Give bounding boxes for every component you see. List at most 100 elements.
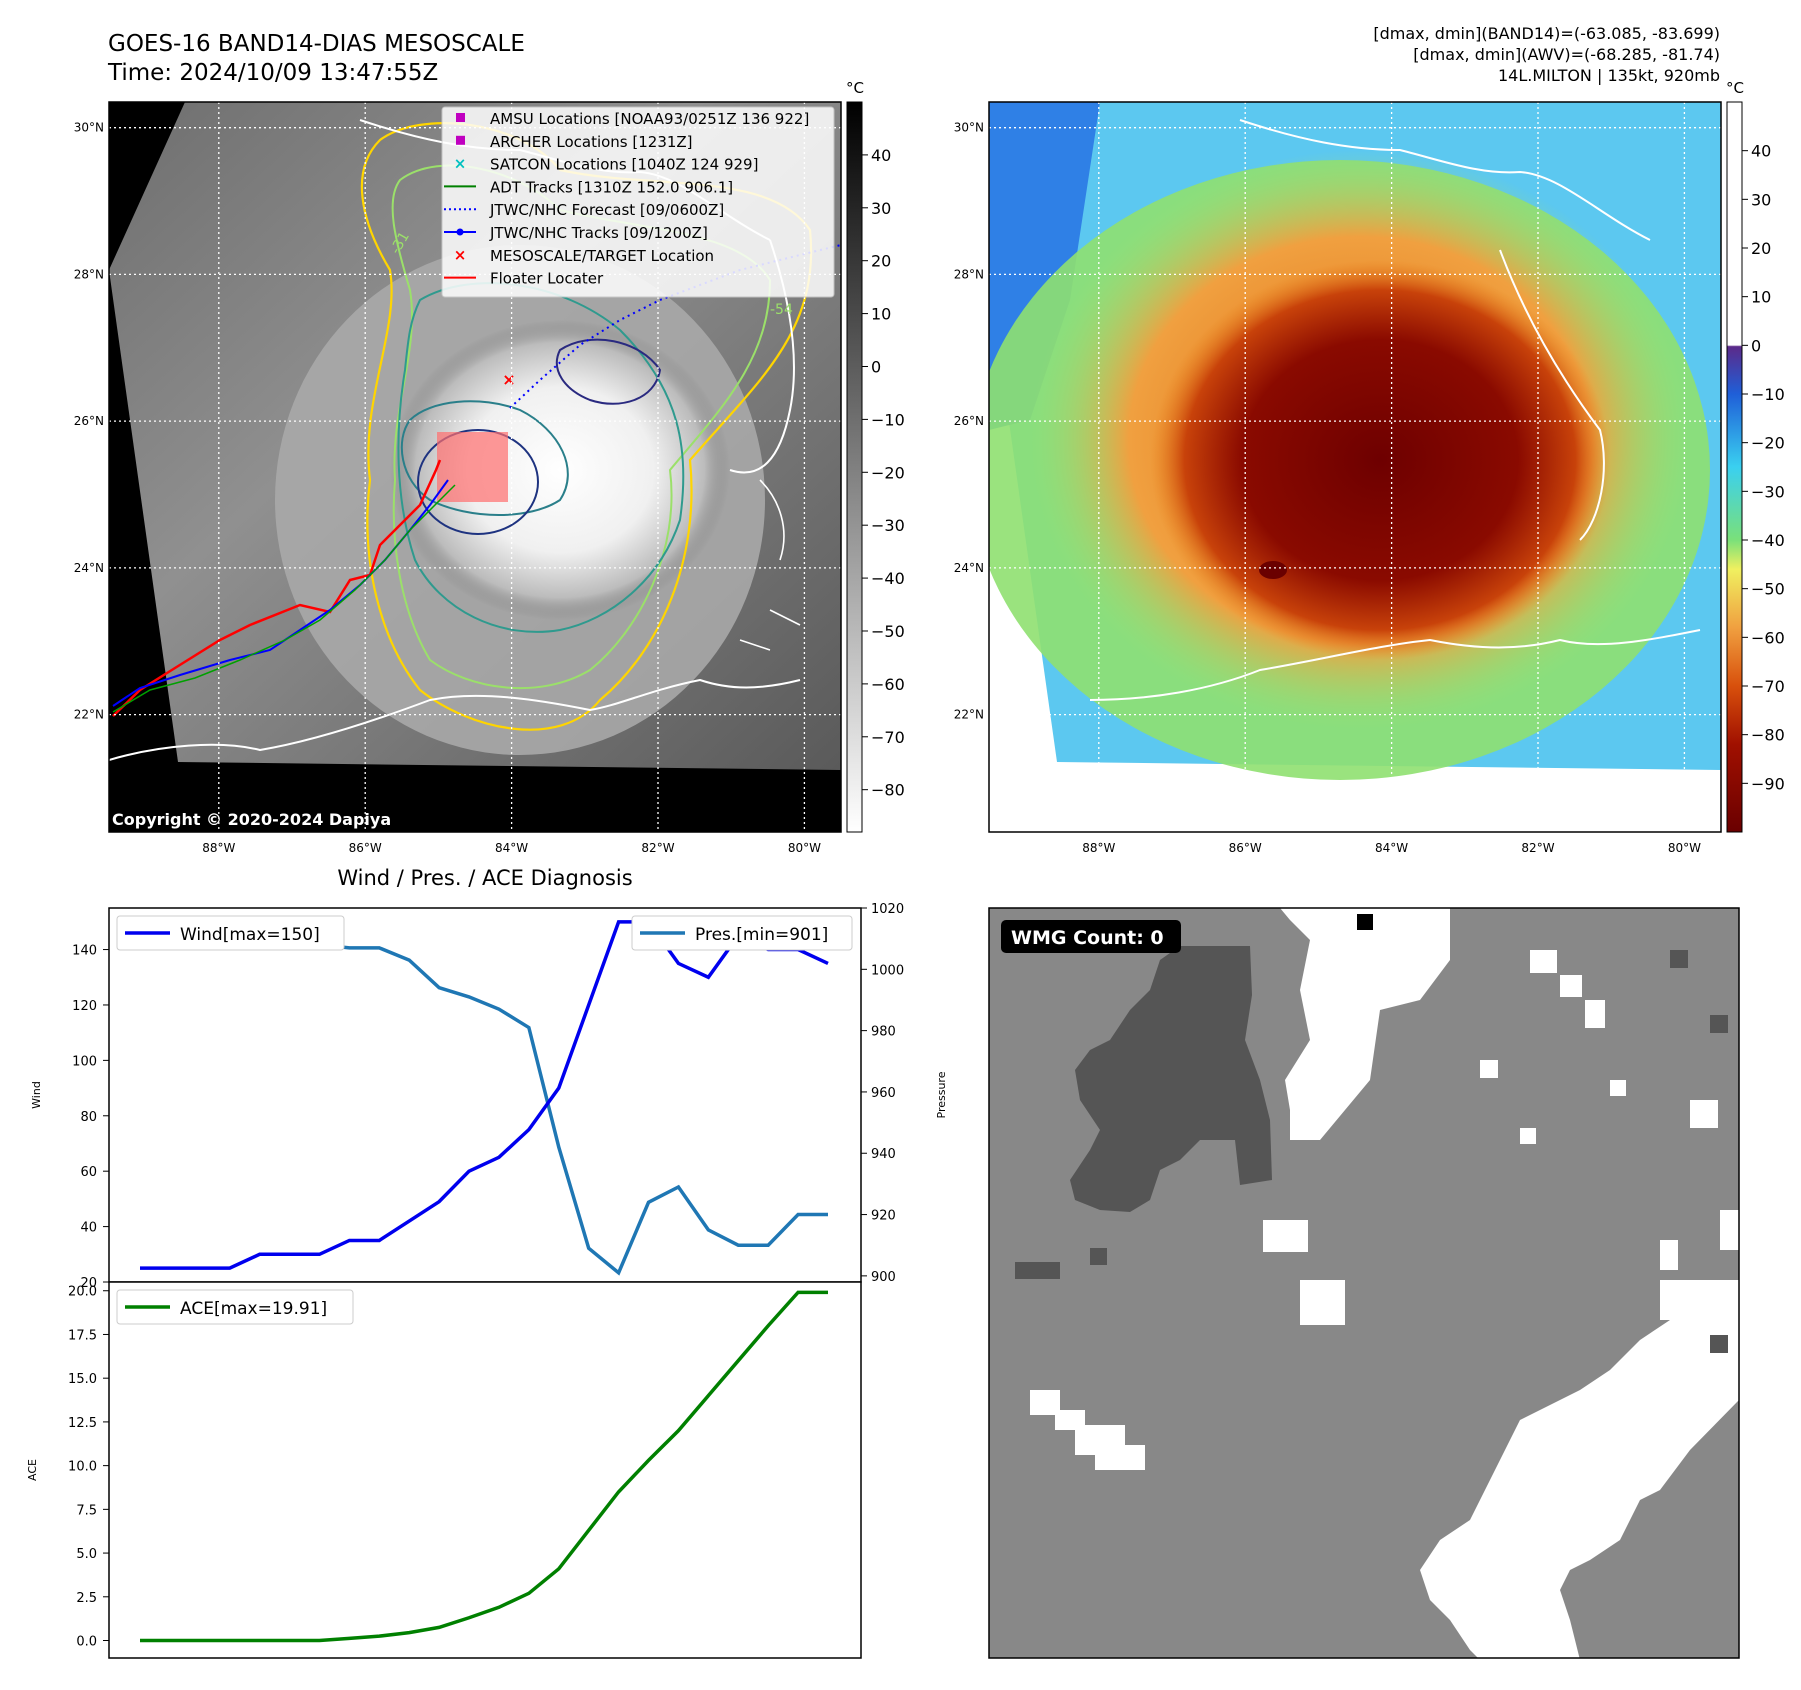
wind-legend: Wind[max=150] — [116, 915, 345, 951]
legend-entry: ADT Tracks [1310Z 152.0 906.1] — [444, 178, 733, 196]
wv-cold-core — [1150, 260, 1610, 660]
ir-map-panel: × -31 -54 88°W 86°W 84°W 82°W 80°W30°N28°N26… — [74, 101, 842, 855]
legend-box — [441, 106, 835, 298]
legend-entry: JTWC/NHC Tracks [09/1200Z] — [444, 224, 708, 242]
pressure-tick-label: 980 — [871, 1025, 896, 1040]
legend-square-marker — [456, 113, 465, 122]
navy-contour — [417, 429, 539, 535]
ir-map-frame — [108, 101, 842, 833]
ir-colorbar-tick-label: −60 — [871, 675, 905, 694]
wv-lon-tick-label: 80°W — [1668, 841, 1701, 855]
wind-axis-label: Wind — [30, 1081, 43, 1109]
legend-label: MESOSCALE/TARGET Location — [490, 247, 714, 265]
wv-lat-tick-label: 22°N — [954, 708, 984, 722]
ir-colorbar-tick-label: −70 — [871, 728, 905, 747]
wv-colorbar-tick-label: −90 — [1751, 774, 1785, 793]
figure-title-line1: GOES-16 BAND14-DIAS MESOSCALE — [108, 31, 525, 57]
ir-colorbar-tick-label: 40 — [871, 146, 891, 165]
wv-colorbar-tick-label: −30 — [1751, 482, 1785, 501]
wv-colorbar-tick-label: −40 — [1751, 531, 1785, 550]
ace-legend-box — [116, 1289, 354, 1325]
wind-tick-label: 40 — [80, 1221, 97, 1236]
pressure-tick-label: 1000 — [871, 963, 904, 978]
ace-tick-label: 17.5 — [68, 1328, 97, 1343]
wv-colorbar-tick-label: −80 — [1751, 726, 1785, 745]
ir-colorbar-tick-label: −80 — [871, 781, 905, 800]
ir-colorbar-unit: °C — [846, 79, 864, 97]
wv-colorbar: °C 40 30 20 10 0 −10 −20 −30 −40 −50 −60 −70 −80 −90 — [1726, 79, 1785, 833]
ir-lon-tick-label: 84°W — [495, 841, 528, 855]
wv-colorbar-tick-label: 20 — [1751, 239, 1771, 258]
wind-legend-label: Wind[max=150] — [180, 925, 320, 945]
copyright-label: Copyright © 2020-2024 Dapiya — [112, 810, 391, 829]
wv-colorbar-tick-label: −20 — [1751, 434, 1785, 453]
contour-label-2: -54 — [770, 302, 793, 318]
florida-coastline-wv — [1239, 119, 1651, 541]
ir-colorbar-tick-label: 10 — [871, 305, 891, 324]
wv-lat-tick-label: 26°N — [954, 414, 984, 428]
legend-label: ADT Tracks [1310Z 152.0 906.1] — [490, 178, 733, 196]
navy-contour-north — [555, 338, 662, 405]
stats-line1: [dmax, dmin](BAND14)=(-63.085, -83.699) — [1373, 24, 1720, 43]
ir-colorbar-tick-label: 20 — [871, 252, 891, 271]
ace-tick-label: 12.5 — [68, 1416, 97, 1431]
pressure-legend-label: Pres.[min=901] — [695, 925, 828, 945]
legend-label: Floater Locater — [490, 270, 604, 288]
wind-pres-chart: 20 40 60 80 100 120 140 900 920 940 960 980 1000 102… — [30, 902, 948, 1291]
figure-title-line2: Time: 2024/10/09 13:47:55Z — [107, 60, 438, 86]
ir-lat-tick-label: 26°N — [74, 414, 104, 428]
ace-legend: ACE[max=19.91] — [116, 1289, 354, 1325]
ir-lat-tick-label: 24°N — [74, 561, 104, 575]
ace-legend-label: ACE[max=19.91] — [180, 1299, 327, 1319]
ace-tick-label: 0.0 — [76, 1635, 97, 1650]
ace-tick-label: 5.0 — [76, 1547, 97, 1562]
ir-colorbar-tick-label: −20 — [871, 463, 905, 482]
legend-entry: × MESOSCALE/TARGET Location — [454, 246, 714, 265]
wmg-black-cell — [1357, 914, 1373, 930]
wmg-frame — [988, 907, 1740, 1659]
legend-label: JTWC/NHC Forecast [09/0600Z] — [489, 201, 724, 219]
legend-dot-marker — [456, 228, 464, 236]
ace-axis-label: ACE — [26, 1459, 39, 1481]
legend-x-marker: × — [454, 246, 467, 264]
pressure-legend: Pres.[min=901] — [631, 915, 853, 951]
innerteal-contour — [400, 400, 569, 516]
wv-lat-tick-label: 28°N — [954, 267, 984, 281]
wind-tick-label: 140 — [72, 944, 97, 959]
ir-lon-tick-label: 88°W — [202, 841, 235, 855]
ir-colorbar-tick-label: −50 — [871, 622, 905, 641]
ir-lat-tick-label: 30°N — [74, 121, 104, 135]
legend-label: ARCHER Locations [1231Z] — [490, 133, 693, 151]
ir-lon-tick-label: 82°W — [641, 841, 674, 855]
wv-lon-tick-label: 88°W — [1082, 841, 1115, 855]
wind-tick-label: 80 — [80, 1110, 97, 1125]
pressure-axis-label: Pressure — [935, 1071, 948, 1118]
bahamas-coastline-ir — [739, 479, 801, 651]
wv-colorbar-bar — [1726, 101, 1743, 833]
legend-entry: Floater Locater — [444, 270, 604, 288]
wv-colorbar-tick-label: −10 — [1751, 385, 1785, 404]
storm-info: 14L.MILTON | 135kt, 920mb — [1498, 66, 1720, 85]
stats-line2: [dmax, dmin](AWV)=(-68.285, -81.74) — [1413, 45, 1720, 64]
pressure-legend-box — [631, 915, 853, 951]
wind-legend-box — [116, 915, 345, 951]
wv-cold-spot — [1259, 561, 1287, 579]
ir-target-marker: × — [502, 370, 515, 389]
wv-lon-tick-label: 84°W — [1375, 841, 1408, 855]
wv-gridlines: 88°W 86°W 84°W 82°W 80°W 30°N 28°N 26°N 24°N 22°N — [954, 102, 1721, 855]
diagnosis-title: Wind / Pres. / ACE Diagnosis — [337, 866, 632, 890]
ir-lat-tick-label: 22°N — [74, 708, 104, 722]
wmg-count-badge: WMG Count: 0 — [1001, 920, 1181, 953]
wv-colorbar-tick-label: 40 — [1751, 142, 1771, 161]
ace-chart: 0.0 2.5 5.0 7.5 10.0 12.5 15.0 17.5 20.0 ACE ACE… — [26, 1281, 862, 1659]
legend-x-marker: × — [454, 155, 467, 173]
teal-contour — [397, 282, 685, 633]
legend-square-marker — [456, 135, 465, 145]
wmg-panel: WMG Count: 0 — [988, 907, 1740, 1680]
cuba-coastline-wv — [1089, 629, 1701, 701]
wv-map-frame — [988, 101, 1722, 833]
cuba-coastline-ir — [109, 678, 801, 761]
wv-colorbar-tick-label: −70 — [1751, 677, 1785, 696]
wv-colorbar-tick-label: 0 — [1751, 336, 1761, 355]
